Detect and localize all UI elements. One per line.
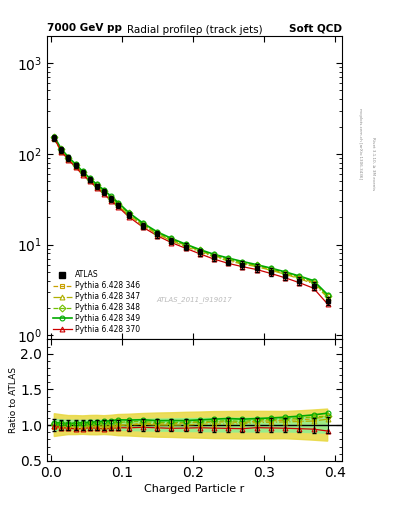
- Y-axis label: Ratio to ATLAS: Ratio to ATLAS: [9, 367, 18, 433]
- Text: mcplots.cern.ch [arXiv:1306.3436]: mcplots.cern.ch [arXiv:1306.3436]: [358, 108, 362, 179]
- Polygon shape: [54, 409, 328, 441]
- X-axis label: Charged Particle r: Charged Particle r: [144, 484, 245, 494]
- Text: Soft QCD: Soft QCD: [289, 23, 342, 33]
- Polygon shape: [54, 417, 328, 433]
- Legend: ATLAS, Pythia 6.428 346, Pythia 6.428 347, Pythia 6.428 348, Pythia 6.428 349, P: ATLAS, Pythia 6.428 346, Pythia 6.428 34…: [51, 269, 142, 335]
- Text: ATLAS_2011_I919017: ATLAS_2011_I919017: [157, 296, 232, 303]
- Text: Rivet 3.1.10, ≥ 3M events: Rivet 3.1.10, ≥ 3M events: [371, 137, 375, 190]
- Title: Radial profileρ (track jets): Radial profileρ (track jets): [127, 25, 263, 35]
- Text: 7000 GeV pp: 7000 GeV pp: [47, 23, 122, 33]
